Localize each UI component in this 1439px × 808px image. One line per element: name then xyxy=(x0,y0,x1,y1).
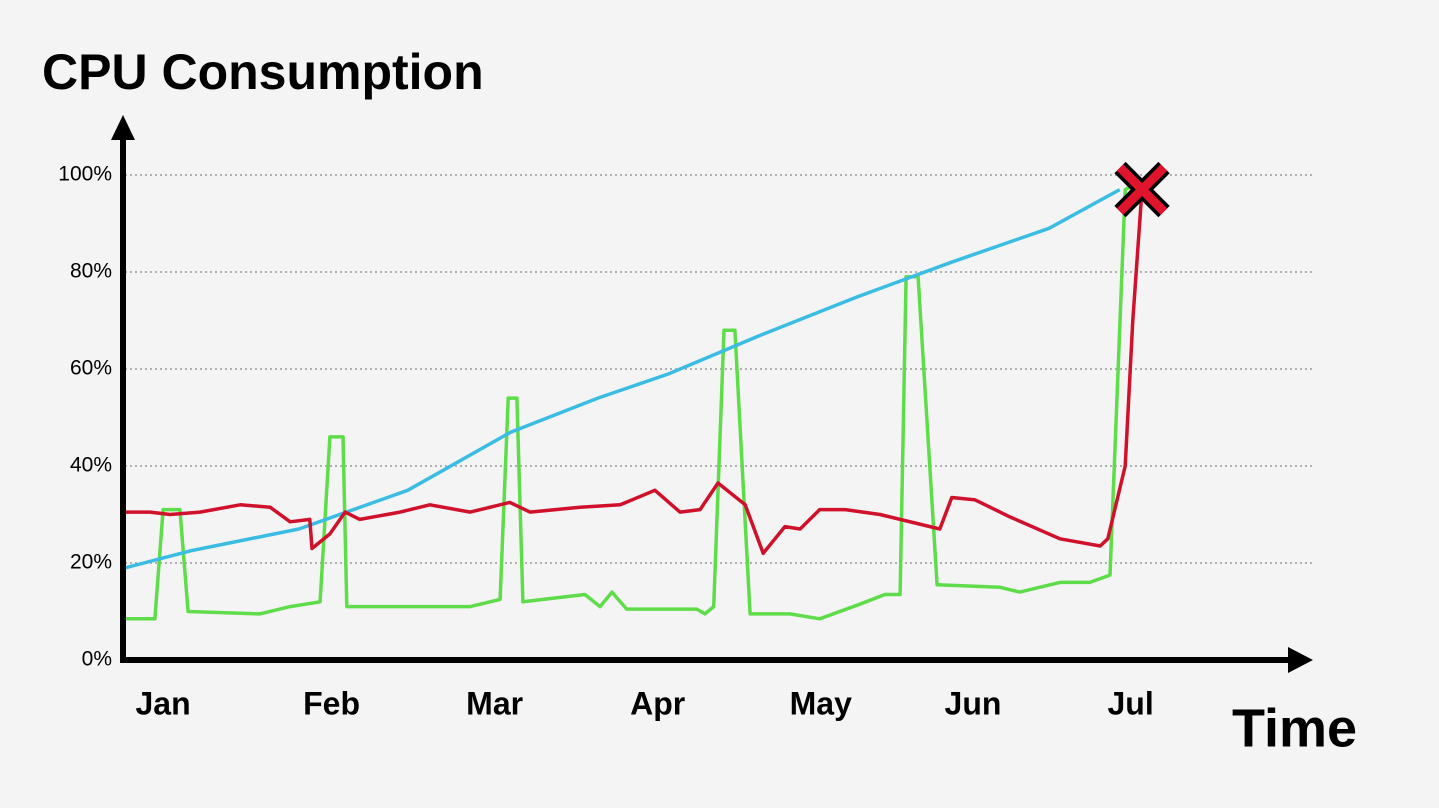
failure-marker xyxy=(1114,161,1170,218)
grid xyxy=(125,174,1315,564)
x-tick-label: May xyxy=(790,685,852,721)
x-tick-label: Feb xyxy=(303,685,360,721)
series-line xyxy=(124,188,1121,570)
y-tick-label: 40% xyxy=(70,454,112,477)
x-tick-label: Jun xyxy=(945,685,1002,721)
chart-title: CPU Consumption xyxy=(42,44,484,100)
y-axis-arrow xyxy=(111,115,135,140)
series-line xyxy=(125,189,1144,556)
axes xyxy=(111,115,1313,673)
y-tick-label: 60% xyxy=(70,357,112,380)
y-tick-label: 20% xyxy=(70,551,112,574)
x-axis-arrow xyxy=(1288,647,1313,673)
marker-cross xyxy=(1116,164,1168,215)
plot xyxy=(124,183,1144,621)
series-line xyxy=(125,183,1136,621)
x-tick-label: Apr xyxy=(630,685,685,721)
x-tick-label: Mar xyxy=(466,685,523,721)
x-tick-label: Jan xyxy=(135,685,190,721)
y-tick-label: 100% xyxy=(58,163,112,186)
x-axis-label: Time xyxy=(1232,698,1357,758)
y-tick-label: 0% xyxy=(82,648,112,671)
x-tick-label: Jul xyxy=(1108,685,1154,721)
y-tick-label: 80% xyxy=(70,260,112,283)
